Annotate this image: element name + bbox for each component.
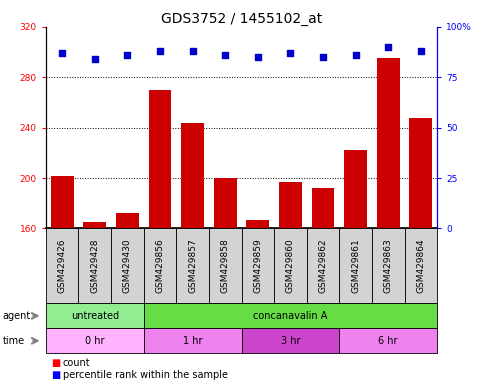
Bar [181, 122, 204, 228]
Text: untreated: untreated [71, 311, 119, 321]
Text: GSM429857: GSM429857 [188, 238, 197, 293]
Point [384, 44, 392, 50]
Point [254, 54, 262, 60]
Text: 1 hr: 1 hr [183, 336, 202, 346]
Point [124, 52, 131, 58]
Text: 6 hr: 6 hr [379, 336, 398, 346]
Text: GSM429864: GSM429864 [416, 238, 426, 293]
Text: percentile rank within the sample: percentile rank within the sample [63, 370, 228, 380]
Text: GSM429858: GSM429858 [221, 238, 230, 293]
Point [286, 50, 294, 56]
Bar [312, 188, 334, 228]
Text: time: time [2, 336, 25, 346]
Text: GSM429430: GSM429430 [123, 238, 132, 293]
Text: GSM429863: GSM429863 [384, 238, 393, 293]
Bar [377, 58, 399, 228]
Point [319, 54, 327, 60]
Title: GDS3752 / 1455102_at: GDS3752 / 1455102_at [161, 12, 322, 26]
Text: ■: ■ [51, 358, 60, 368]
Bar [214, 178, 237, 228]
Point [189, 48, 197, 54]
Text: 3 hr: 3 hr [281, 336, 300, 346]
Text: ■: ■ [51, 370, 60, 380]
Bar [279, 182, 302, 228]
Text: concanavalin A: concanavalin A [253, 311, 327, 321]
Point [156, 48, 164, 54]
Text: GSM429861: GSM429861 [351, 238, 360, 293]
Bar [84, 222, 106, 228]
Text: GSM429428: GSM429428 [90, 239, 99, 293]
Bar [246, 220, 269, 228]
Text: GSM429856: GSM429856 [156, 238, 165, 293]
Bar [344, 151, 367, 228]
Text: count: count [63, 358, 90, 368]
Point [352, 52, 359, 58]
Text: GSM429426: GSM429426 [57, 239, 67, 293]
Text: GSM429862: GSM429862 [318, 238, 327, 293]
Point [417, 48, 425, 54]
Point [91, 56, 99, 62]
Bar [410, 118, 432, 228]
Bar [51, 175, 73, 228]
Text: GSM429860: GSM429860 [286, 238, 295, 293]
Text: agent: agent [2, 311, 30, 321]
Bar [149, 90, 171, 228]
Point [221, 52, 229, 58]
Bar [116, 214, 139, 228]
Point [58, 50, 66, 56]
Text: 0 hr: 0 hr [85, 336, 104, 346]
Text: GSM429859: GSM429859 [253, 238, 262, 293]
